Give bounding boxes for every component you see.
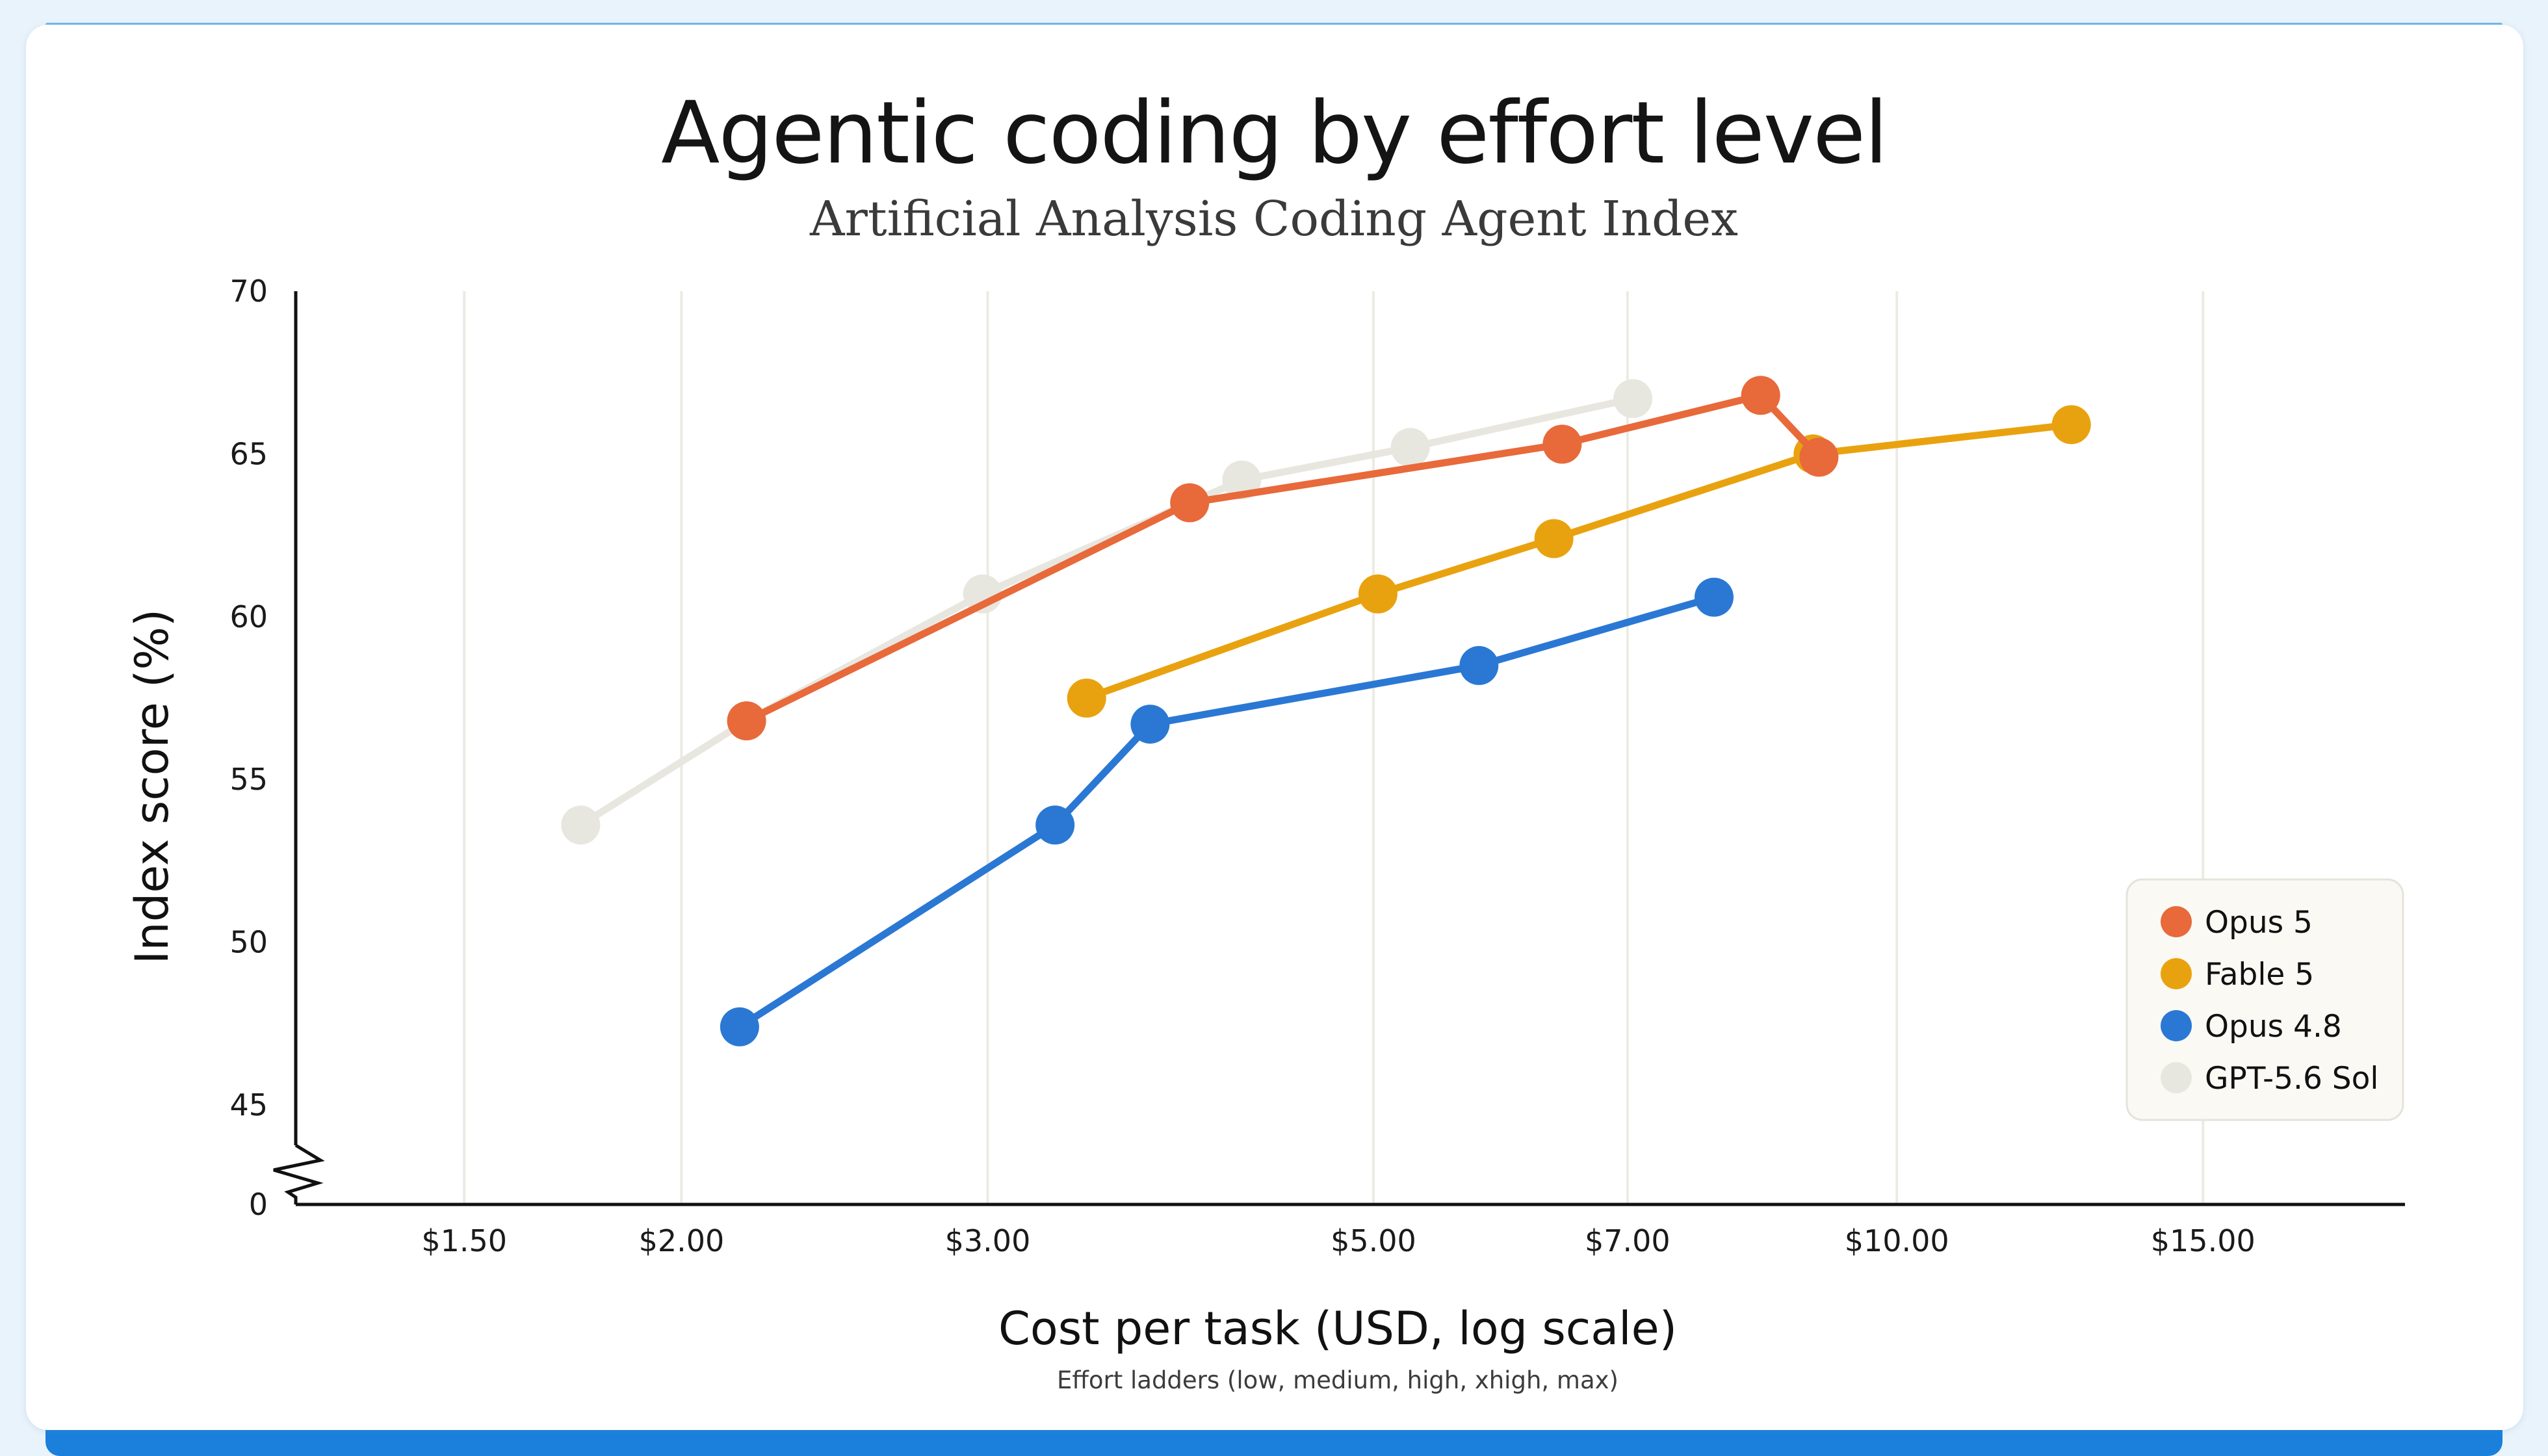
data-point-opus-5 xyxy=(727,701,766,741)
y-tick-labels: 45 50 55 60 65 70 0 xyxy=(229,274,268,1222)
x-tick-labels: $1.50 $2.00 $3.00 $5.00 $7.00 $10.00 $15.00 xyxy=(421,1223,2255,1258)
y-tick-label-zero: 0 xyxy=(249,1187,268,1222)
legend-box xyxy=(2126,878,2404,1121)
x-tick-label: $15.00 xyxy=(2151,1223,2256,1258)
data-point-opus-5 xyxy=(1799,437,1839,477)
y-axis-break xyxy=(273,1143,325,1204)
data-point-fable-5 xyxy=(1358,574,1398,614)
data-point-gpt-5-6-sol xyxy=(1613,379,1653,419)
legend-label: GPT-5.6 Sol xyxy=(2205,1061,2378,1097)
x-tick-label: $10.00 xyxy=(1845,1223,1949,1258)
data-point-opus-4-8 xyxy=(1459,645,1499,685)
data-point-fable-5 xyxy=(2051,405,2091,445)
data-point-opus-5 xyxy=(1542,424,1582,464)
x-tick-label: $7.00 xyxy=(1585,1223,1670,1258)
x-axis-title: Cost per task (USD, log scale) xyxy=(998,1302,1677,1355)
data-point-opus-5 xyxy=(1741,376,1780,415)
data-point-fable-5 xyxy=(1067,679,1106,718)
y-tick-label: 60 xyxy=(229,599,268,634)
legend-marker xyxy=(2161,906,2192,937)
y-axis-title: Index score (%) xyxy=(125,609,179,964)
series-line-opus-5 xyxy=(743,391,1823,725)
y-tick-label: 50 xyxy=(229,925,268,960)
gridlines xyxy=(463,291,2205,1204)
x-tick-label: $5.00 xyxy=(1331,1223,1416,1258)
series-layer xyxy=(561,376,2091,1046)
y-tick-label: 45 xyxy=(229,1087,268,1123)
series-opus-5 xyxy=(727,376,1839,741)
y-tick-label: 65 xyxy=(229,436,268,471)
data-point-opus-4-8 xyxy=(1694,577,1734,617)
chart-title: Agentic coding by effort level xyxy=(661,83,1887,183)
data-point-gpt-5-6-sol xyxy=(561,805,601,845)
x-tick-label: $2.00 xyxy=(639,1223,725,1258)
y-tick-label: 55 xyxy=(229,762,268,797)
legend-label: Fable 5 xyxy=(2205,957,2314,993)
legend-marker xyxy=(2161,1062,2192,1093)
data-point-opus-4-8 xyxy=(720,1007,759,1046)
axes xyxy=(273,291,2405,1206)
chart-card xyxy=(26,25,2523,1430)
legend-label: Opus 4.8 xyxy=(2205,1009,2342,1045)
x-tick-label: $1.50 xyxy=(421,1223,507,1258)
legend-marker xyxy=(2161,1010,2192,1041)
data-point-gpt-5-6-sol xyxy=(1390,428,1430,467)
data-point-opus-4-8 xyxy=(1035,805,1075,845)
chart-subtitle: Artificial Analysis Coding Agent Index xyxy=(809,191,1738,247)
data-point-opus-4-8 xyxy=(1130,705,1170,744)
series-line-gpt-5-6-sol xyxy=(577,395,1637,829)
legend-marker xyxy=(2161,958,2192,989)
x-axis-note: Effort ladders (low, medium, high, xhigh… xyxy=(1057,1366,1618,1394)
y-tick-label: 70 xyxy=(229,274,268,309)
legend: Opus 5 Fable 5 Opus 4.8 GPT-5.6 Sol xyxy=(2126,878,2404,1121)
x-tick-label: $3.00 xyxy=(945,1223,1031,1258)
series-opus-4-8 xyxy=(720,577,1734,1046)
legend-label: Opus 5 xyxy=(2205,905,2313,941)
series-line-opus-4-8 xyxy=(736,593,1718,1031)
data-point-opus-5 xyxy=(1170,483,1210,523)
data-point-fable-5 xyxy=(1534,519,1574,558)
